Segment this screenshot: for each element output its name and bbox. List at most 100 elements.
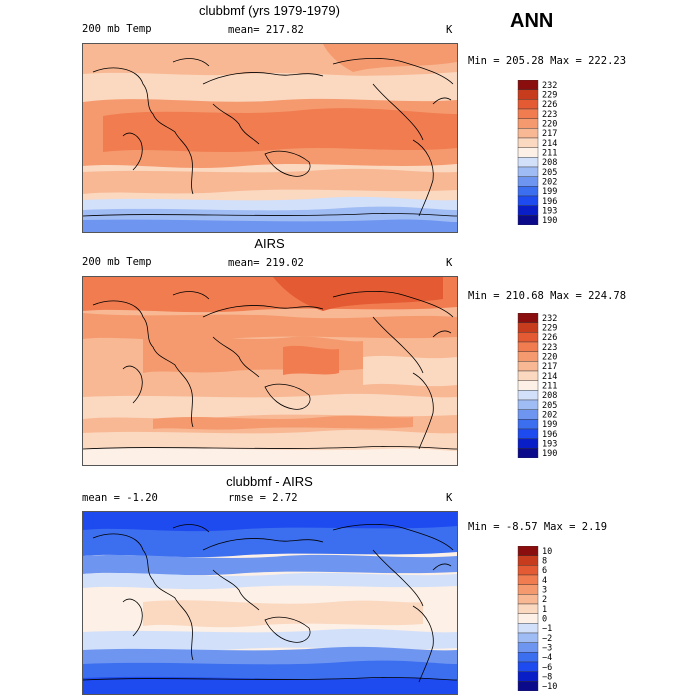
colorbar-tick-label: 223: [542, 343, 557, 353]
contour-map: [83, 44, 457, 232]
colorbar-swatch: [517, 546, 539, 556]
variable-label: 200 mb Temp: [82, 256, 152, 268]
colorbar-tick-label: 190: [542, 449, 557, 458]
colorbar-swatch: [517, 565, 539, 576]
colorbar-swatch: [517, 584, 539, 595]
colorbar-tick-label: 229: [542, 324, 557, 334]
colorbar-swatch: [517, 118, 539, 129]
colorbar-swatch: [517, 409, 539, 420]
colorbar-swatch: [517, 108, 539, 119]
colorbar-swatch: [517, 428, 539, 439]
colorbar-tick-label: 8: [542, 557, 547, 567]
contour-map: [83, 277, 457, 465]
colorbar-swatch: [517, 80, 539, 90]
colorbar-tick-label: 214: [542, 372, 557, 382]
colorbar-tick-label: 229: [542, 91, 557, 101]
colorbar-swatch: [517, 438, 539, 449]
colorbar-tick-label: 2: [542, 595, 547, 605]
colorbar-tick-label: 202: [542, 411, 557, 421]
season-label: ANN: [510, 10, 554, 32]
colorbar-tick-label: 196: [542, 197, 557, 207]
colorbar-swatch: [517, 574, 539, 585]
colorbar-tick-label: 223: [542, 110, 557, 120]
colorbar-tick-label: −6: [542, 663, 552, 673]
colorbar-tick-label: 232: [542, 314, 557, 324]
colorbar-swatch: [517, 99, 539, 110]
panel-title: AIRS: [254, 236, 285, 251]
colorbar-tick-label: 202: [542, 178, 557, 188]
minmax-label: Min = 210.68 Max = 224.78: [468, 290, 627, 302]
colorbar-swatch: [517, 603, 539, 614]
colorbar-swatch: [517, 390, 539, 401]
colorbar-tick-label: −2: [542, 634, 552, 644]
colorbar-swatch: [517, 147, 539, 158]
colorbar-swatch: [517, 322, 539, 333]
colorbar-tick-label: 214: [542, 139, 557, 149]
colorbar-tick-label: 208: [542, 158, 557, 168]
colorbar-swatch: [517, 166, 539, 177]
colorbar-swatch: [517, 205, 539, 216]
colorbar-tick-label: 220: [542, 353, 557, 363]
colorbar-tick-label: 0: [542, 615, 547, 625]
colorbar-tick-label: 232: [542, 81, 557, 91]
units-label: K: [446, 24, 453, 36]
minmax-label: Min = 205.28 Max = 222.23: [468, 55, 627, 67]
colorbar-tick-label: −3: [542, 644, 552, 654]
colorbar-tick-label: 1: [542, 605, 547, 615]
units-label: K: [446, 257, 453, 269]
colorbar-tick-label: 226: [542, 100, 557, 110]
colorbar-swatch: [517, 313, 539, 323]
colorbar-swatch: [517, 332, 539, 343]
colorbar-tick-label: 4: [542, 576, 547, 586]
colorbar-swatch: [517, 632, 539, 643]
colorbar-tick-label: −10: [542, 682, 557, 691]
units-label: K: [446, 492, 453, 504]
colorbar-tick-label: −1: [542, 624, 552, 634]
colorbar-tick-label: −4: [542, 653, 552, 663]
rmse-label: rmse = 2.72: [228, 492, 298, 504]
colorbar-swatch: [517, 186, 539, 197]
colorbar-tick-label: 193: [542, 207, 557, 217]
colorbar-tick-label: 10: [542, 547, 552, 557]
map-obs: [82, 276, 458, 466]
colorbar-swatch: [517, 671, 539, 682]
colorbar-swatch: [517, 555, 539, 566]
contour-map: [83, 512, 457, 694]
colorbar-swatch: [517, 176, 539, 187]
colorbar-swatch: [517, 341, 539, 352]
colorbar-swatch: [517, 681, 539, 691]
colorbar-tick-label: 193: [542, 440, 557, 450]
colorbar-tick-label: 199: [542, 420, 557, 430]
colorbar-swatch: [517, 89, 539, 100]
colorbar-obs: 2322292262232202172142112082052021991961…: [517, 313, 557, 458]
colorbar-tick-label: 217: [542, 129, 557, 139]
panel-title: clubbmf - AIRS: [226, 474, 313, 489]
colorbar-tick-label: 220: [542, 120, 557, 130]
colorbar-swatch: [517, 137, 539, 148]
colorbar-tick-label: 217: [542, 362, 557, 372]
panel-title: clubbmf (yrs 1979-1979): [199, 3, 340, 18]
colorbar-swatch: [517, 623, 539, 634]
colorbar-tick-label: 211: [542, 149, 557, 159]
map-diff: [82, 511, 458, 695]
mean-label: mean = -1.20: [82, 492, 158, 504]
colorbar-tick-label: 205: [542, 401, 557, 411]
colorbar-swatch: [517, 399, 539, 410]
colorbar-tick-label: 199: [542, 187, 557, 197]
colorbar-swatch: [517, 157, 539, 168]
minmax-label: Min = -8.57 Max = 2.19: [468, 521, 608, 533]
colorbar-swatch: [517, 652, 539, 663]
colorbar-model: 2322292262232202172142112082052021991961…: [517, 80, 557, 225]
colorbar-tick-label: 196: [542, 430, 557, 440]
colorbar-swatch: [517, 195, 539, 206]
colorbar-swatch: [517, 215, 539, 225]
colorbar-swatch: [517, 661, 539, 672]
colorbar-swatch: [517, 419, 539, 430]
mean-label: mean= 219.02: [228, 257, 304, 269]
colorbar-tick-label: 6: [542, 566, 547, 576]
map-model: [82, 43, 458, 233]
colorbar-swatch: [517, 128, 539, 139]
colorbar-swatch: [517, 642, 539, 653]
colorbar-tick-label: 3: [542, 586, 547, 596]
